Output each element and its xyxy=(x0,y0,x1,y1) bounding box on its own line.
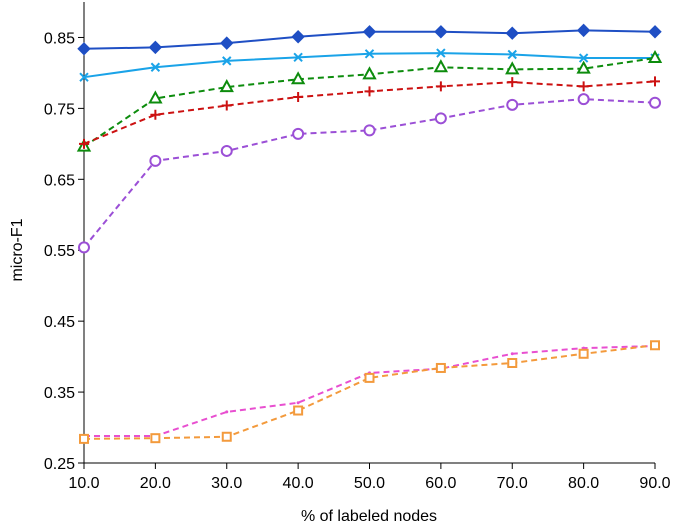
series-5-point xyxy=(220,144,233,157)
series-2-point xyxy=(507,49,517,60)
series-7-point xyxy=(79,433,89,444)
x-tick-label: 80.0 xyxy=(568,475,599,492)
series-7-line xyxy=(83,344,656,440)
series-5-point xyxy=(363,124,376,137)
series-6-line xyxy=(84,344,656,438)
series-3-point xyxy=(148,90,163,104)
y-tick-label: 0.35 xyxy=(44,385,75,402)
series-5-point xyxy=(149,154,162,167)
series-4-point xyxy=(221,100,232,111)
y-tick-label: 0.55 xyxy=(44,243,75,260)
series-1-point xyxy=(648,25,662,39)
series-2-point xyxy=(293,52,303,63)
x-tick-label: 30.0 xyxy=(211,475,242,492)
series-5-point xyxy=(577,93,590,106)
x-axis-title: % of labeled nodes xyxy=(301,508,437,525)
series-7-point xyxy=(507,357,518,368)
series-3-point xyxy=(219,79,234,93)
series-2-point xyxy=(436,48,446,58)
series-4-point xyxy=(150,109,161,120)
series-4-point xyxy=(578,81,589,92)
x-tick-label: 50.0 xyxy=(354,475,385,492)
series-6-point xyxy=(296,401,300,405)
series-5-point xyxy=(506,98,519,111)
series-3-point xyxy=(576,60,591,74)
series-3-point xyxy=(505,61,520,75)
series-4-point xyxy=(293,92,304,103)
plot-area: 0.25 0.35 0.45 0.55 0.65 0.75 0.85 10.0 20.0 30.0… xyxy=(44,2,671,492)
y-tick-label: 0.75 xyxy=(44,101,75,118)
x-tick-label: 60.0 xyxy=(425,475,456,492)
x-tick-label: 70.0 xyxy=(497,475,528,492)
series-1-point xyxy=(77,42,91,56)
series-2-point xyxy=(578,53,589,63)
series-5-point xyxy=(649,96,661,109)
x-tick-label: 40.0 xyxy=(283,475,314,492)
series-1-point xyxy=(291,30,305,44)
series-1-point xyxy=(220,36,234,50)
y-tick-label: 0.25 xyxy=(44,456,75,473)
x-tick-label: 10.0 xyxy=(68,475,99,492)
series-3-point xyxy=(433,59,449,73)
series-2-point xyxy=(150,62,161,72)
series-4-point xyxy=(507,77,518,88)
series-4-point xyxy=(79,138,89,149)
series-7-point xyxy=(578,348,589,359)
series-6-point xyxy=(225,410,229,414)
x-tick-label: 20.0 xyxy=(140,475,171,492)
series-4-point xyxy=(435,81,446,92)
series-2-point xyxy=(364,49,375,59)
series-4-point xyxy=(364,86,375,97)
series-1-point xyxy=(362,25,377,39)
series-3-point xyxy=(647,49,663,64)
series-3-point xyxy=(362,66,377,80)
x-tick-label: 90.0 xyxy=(639,475,670,492)
series-7-point xyxy=(293,405,304,416)
series-1-point xyxy=(148,40,163,55)
series-1-point xyxy=(505,26,519,40)
y-tick-label: 0.85 xyxy=(44,30,75,47)
series-1-point xyxy=(576,23,591,38)
series-3-point xyxy=(290,71,306,85)
y-tick-label: 0.45 xyxy=(44,314,75,331)
y-tick-label: 0.65 xyxy=(44,172,75,189)
series-7-point xyxy=(364,372,375,383)
series-2-point xyxy=(222,56,232,66)
series-1-point xyxy=(434,25,448,39)
series-6-point xyxy=(510,352,514,356)
series-5-point xyxy=(434,112,447,125)
series-7-point xyxy=(221,431,232,442)
series-4-point xyxy=(650,76,660,87)
series-7-point xyxy=(150,433,161,444)
series-7-point xyxy=(650,340,660,351)
series-7-point xyxy=(435,362,446,373)
series-5-point xyxy=(292,127,305,140)
y-axis-title: micro-F1 xyxy=(9,218,26,281)
series-2-point xyxy=(79,72,89,82)
series-5-point xyxy=(78,241,90,254)
series-5-line xyxy=(83,98,656,249)
